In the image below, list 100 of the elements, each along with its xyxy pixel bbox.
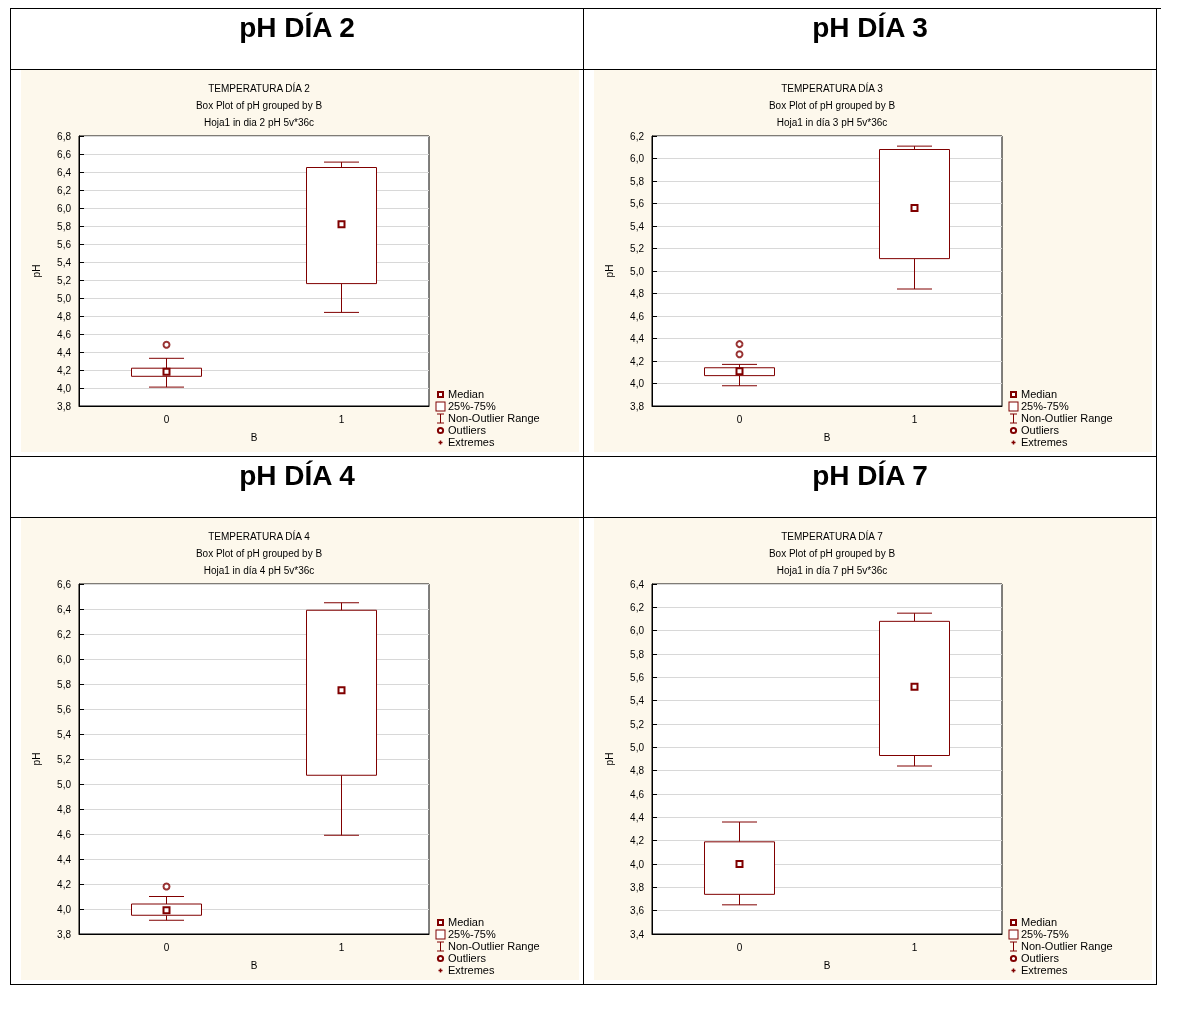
y-tick-label: 4,6 [630, 788, 645, 800]
text: Non-Outlier Range [448, 940, 540, 952]
y-tick-label: 6,6 [57, 148, 72, 160]
text: Median [448, 388, 485, 400]
y-tick-label: 4,0 [630, 378, 645, 389]
y-tick-label: 5,8 [57, 678, 72, 690]
text: Median [1021, 388, 1058, 400]
x-axis-title: B [250, 959, 258, 971]
text: Non-Outlier Range [448, 412, 540, 424]
text: 25%-75% [1021, 928, 1069, 940]
chart-title: pH DÍA 3 [584, 9, 1156, 70]
chart-title: pH DÍA 7 [584, 457, 1156, 518]
y-tick-label: 4,8 [630, 765, 645, 777]
x-tick-label: 0 [736, 941, 743, 953]
y-tick-label: 4,2 [630, 835, 645, 847]
x-axis-title: B [250, 431, 258, 443]
y-tick-label: 6,0 [630, 625, 645, 637]
y-tick-label: 6,2 [57, 184, 72, 196]
y-tick-label: 3,6 [630, 905, 645, 917]
text: Outliers [1021, 424, 1059, 436]
text: Outliers [1021, 952, 1059, 964]
y-tick-label: 6,4 [57, 166, 72, 178]
y-tick-label: 6,4 [630, 578, 645, 590]
x-tick-label: 0 [163, 413, 170, 425]
x-tick-label: 1 [911, 413, 918, 425]
x-tick-label: 0 [736, 413, 743, 425]
text: Outliers [448, 952, 486, 964]
x-axis-title: B [823, 959, 831, 971]
y-tick-label: 4,6 [57, 828, 72, 840]
text: Non-Outlier Range [1021, 412, 1113, 424]
y-tick-label: 4,0 [57, 903, 72, 915]
text: Extremes [1021, 436, 1068, 448]
x-tick-label: 0 [163, 941, 170, 953]
y-tick-label: 5,0 [57, 778, 72, 790]
y-tick-label: 6,0 [57, 202, 72, 214]
text: Box Plot of pH grouped by B [195, 99, 323, 111]
chart-title: pH DÍA 4 [11, 457, 583, 518]
y-tick-label: 6,0 [57, 653, 72, 665]
y-tick-label: 5,8 [630, 175, 645, 187]
y-tick-label: 3,4 [630, 928, 645, 940]
x-tick-label: 1 [338, 413, 345, 425]
y-tick-label: 4,4 [57, 853, 72, 865]
y-tick-label: 5,2 [630, 243, 645, 254]
y-tick-label: 5,6 [57, 238, 72, 250]
y-tick-label: 4,8 [57, 310, 72, 322]
text: Extremes [1021, 964, 1068, 976]
chart-subtitle: TEMPERATURA DÍA 2 [208, 81, 311, 94]
text: Median [1021, 916, 1058, 928]
y-tick-label: 5,6 [630, 671, 645, 683]
y-tick-label: 5,2 [57, 274, 72, 286]
chart-subtitle: TEMPERATURA DÍA 3 [781, 81, 884, 94]
chart-subtitle: TEMPERATURA DÍA 4 [208, 529, 311, 542]
y-tick-label: 5,2 [630, 718, 645, 730]
y-tick-label: 3,8 [630, 881, 645, 893]
y-tick-label: 6,2 [57, 628, 72, 640]
text: Non-Outlier Range [1021, 940, 1113, 952]
y-tick-label: 5,8 [57, 220, 72, 232]
y-tick-label: 5,2 [57, 753, 72, 765]
text: Extremes [448, 436, 495, 448]
y-tick-label: 6,0 [630, 153, 645, 164]
y-tick-label: 4,0 [630, 858, 645, 870]
y-tick-label: 6,6 [57, 578, 72, 590]
text: Hoja1 in día 4 pH 5v*36c [203, 564, 315, 576]
text: Extremes [448, 964, 495, 976]
y-tick-label: 5,0 [57, 292, 72, 304]
text: Outliers [448, 424, 486, 436]
y-tick-label: 5,4 [630, 220, 645, 232]
y-axis-title: pH [603, 752, 615, 766]
text: Median [448, 916, 485, 928]
y-tick-label: 5,4 [630, 695, 645, 707]
text: 25%-75% [448, 928, 496, 940]
y-tick-label: 5,0 [630, 741, 645, 753]
y-tick-label: 4,2 [57, 878, 72, 890]
chart-subtitle: TEMPERATURA DÍA 7 [781, 529, 884, 542]
text: 25%-75% [448, 400, 496, 412]
y-tick-label: 5,0 [630, 265, 645, 277]
y-tick-label: 4,6 [57, 328, 72, 340]
text: Box Plot of pH grouped by B [768, 547, 896, 559]
x-tick-label: 1 [911, 941, 918, 953]
y-axis-title: pH [603, 264, 615, 278]
y-tick-label: 4,4 [57, 346, 72, 358]
text: 25%-75% [1021, 400, 1069, 412]
y-tick-label: 6,8 [57, 130, 72, 142]
y-tick-label: 3,8 [630, 400, 645, 412]
x-tick-label: 1 [338, 941, 345, 953]
chart-title: pH DÍA 2 [11, 9, 583, 70]
y-tick-label: 3,8 [57, 400, 72, 412]
text: Box Plot of pH grouped by B [768, 99, 896, 111]
y-tick-label: 4,8 [57, 803, 72, 815]
y-tick-label: 5,4 [57, 728, 72, 740]
text: Hoja1 in dia 2 pH 5v*36c [203, 116, 315, 128]
x-axis-title: B [823, 431, 831, 443]
y-tick-label: 6,4 [57, 603, 72, 615]
y-tick-label: 6,2 [630, 601, 645, 613]
y-tick-label: 4,8 [630, 288, 645, 299]
y-tick-label: 5,6 [630, 198, 645, 209]
y-tick-label: 3,8 [57, 928, 72, 940]
y-tick-label: 6,2 [630, 130, 645, 142]
y-tick-label: 5,6 [57, 703, 72, 715]
y-tick-label: 4,2 [57, 364, 72, 376]
